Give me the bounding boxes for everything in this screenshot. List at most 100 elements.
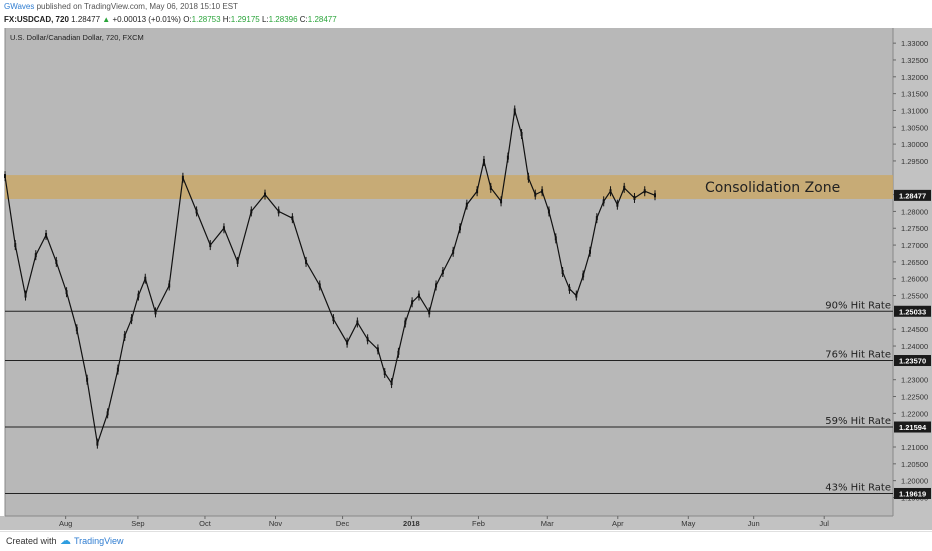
x-tick-label: Feb — [472, 519, 485, 528]
candle-body — [428, 310, 431, 315]
candle-body — [575, 293, 578, 298]
candle-body — [541, 189, 544, 194]
candle-body — [154, 310, 157, 315]
candle-body — [277, 209, 280, 214]
candle-body — [390, 381, 393, 386]
candle-body — [616, 202, 619, 207]
candle-body — [513, 108, 516, 113]
y-tick-label: 1.22000 — [901, 409, 928, 418]
high-label: H: — [222, 15, 231, 24]
candle-body — [643, 189, 646, 194]
candle-body — [452, 249, 455, 254]
candle-body — [222, 226, 225, 231]
candle-body — [654, 193, 656, 198]
candle-body — [582, 273, 585, 278]
candle-body — [209, 243, 212, 248]
low-value: 1.28396 — [268, 15, 298, 24]
candle-body — [34, 253, 37, 258]
hit-rate-price-tag — [894, 355, 931, 367]
chart-area[interactable]: Consolidation Zone 90% Hit Rate 76% Hit Ra… — [0, 28, 932, 530]
candle-body — [534, 192, 537, 197]
x-tick-label: Jun — [748, 519, 760, 528]
hit-rate-price-tag — [894, 421, 931, 433]
hit-rate-price-tag-text: 1.25033 — [899, 307, 926, 316]
zone-label: Consolidation Zone — [705, 180, 840, 196]
candle-body — [346, 340, 349, 345]
publish-info: published on TradingView.com, May 06, 20… — [34, 2, 238, 11]
candle-body — [250, 209, 253, 214]
candle-body — [465, 202, 468, 207]
y-tick-label: 1.23000 — [901, 376, 928, 385]
candle-body — [527, 175, 530, 180]
y-tick-label: 1.33000 — [901, 39, 928, 48]
candle-body — [236, 259, 239, 264]
candle-body — [435, 283, 438, 288]
y-tick-label: 1.25500 — [901, 292, 928, 301]
x-tick-label: Mar — [541, 519, 554, 528]
candle-body — [4, 174, 6, 179]
candle-body — [482, 158, 485, 163]
candle-body — [376, 347, 379, 352]
candle-body — [489, 185, 492, 190]
candle-body — [264, 192, 266, 197]
candle-body — [116, 367, 119, 372]
change-up-icon: ▲ — [102, 15, 111, 24]
candle-body — [106, 411, 109, 416]
candle-body — [45, 232, 48, 237]
y-tick-label: 1.26000 — [901, 275, 928, 284]
candle-body — [195, 209, 198, 214]
candle-body — [554, 236, 557, 241]
author-link[interactable]: GWaves — [4, 2, 35, 11]
consolidation-zone[interactable] — [5, 175, 893, 199]
candle-body — [609, 189, 612, 194]
symbol-label: FX:USDCAD, 720 — [4, 15, 69, 24]
tradingview-brand[interactable]: ☁ TradingView — [60, 534, 124, 547]
candle-body — [623, 185, 626, 190]
y-tick-label: 1.24000 — [901, 342, 928, 351]
time-axis[interactable] — [0, 516, 932, 530]
hit-rate-label: 43% Hit Rate — [825, 482, 891, 493]
x-tick-label: Aug — [59, 519, 72, 528]
chart-canvas[interactable]: Consolidation Zone 90% Hit Rate 76% Hit Ra… — [0, 28, 932, 530]
close-value: 1.28477 — [307, 15, 337, 24]
open-label: O: — [183, 15, 192, 24]
x-tick-label: Jul — [819, 519, 829, 528]
hit-rate-price-tag — [894, 487, 931, 499]
candle-body — [332, 317, 335, 322]
candle-body — [397, 350, 400, 355]
candle-body — [75, 327, 78, 332]
candle-body — [366, 337, 369, 342]
hit-rate-price-tag-text: 1.23570 — [899, 357, 926, 366]
x-tick-label: Sep — [131, 519, 144, 528]
candle-body — [500, 199, 503, 204]
candle-body — [602, 199, 605, 204]
chart-header: GWaves published on TradingView.com, May… — [0, 0, 932, 28]
y-tick-label: 1.24500 — [901, 325, 928, 334]
plot-background — [5, 28, 893, 516]
y-tick-label: 1.31000 — [901, 106, 928, 115]
candle-body — [305, 259, 308, 264]
hit-rate-price-tag-text: 1.19619 — [899, 489, 926, 498]
x-tick-label: Apr — [612, 519, 624, 528]
candle-body — [318, 283, 321, 288]
y-tick-label: 1.32000 — [901, 73, 928, 82]
candle-body — [86, 377, 89, 382]
hit-rate-label: 90% Hit Rate — [825, 300, 891, 311]
y-tick-label: 1.26500 — [901, 258, 928, 267]
hit-rate-price-tag — [894, 305, 931, 317]
brand-name: TradingView — [74, 535, 124, 546]
candle-body — [520, 132, 523, 137]
x-tick-label: 2018 — [403, 519, 420, 528]
publish-line: GWaves published on TradingView.com, May… — [4, 2, 238, 11]
candle-body — [96, 441, 99, 446]
x-tick-label: Dec — [336, 519, 350, 528]
candle-body — [14, 243, 17, 248]
hit-rate-label: 76% Hit Rate — [825, 350, 891, 361]
candle-body — [130, 317, 133, 322]
last-price: 1.28477 — [71, 15, 101, 24]
candle-body — [65, 290, 68, 295]
price-axis[interactable] — [893, 28, 932, 516]
candle-body — [123, 333, 126, 338]
candle-body — [589, 249, 591, 254]
candle-body — [476, 189, 479, 194]
